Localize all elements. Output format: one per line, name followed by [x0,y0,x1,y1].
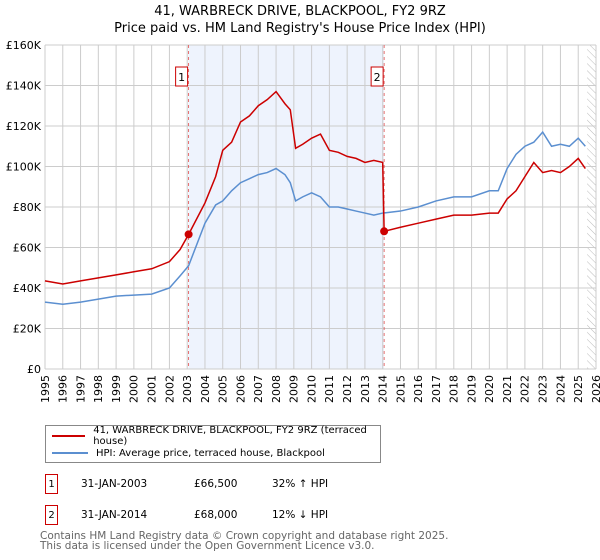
sale-badge-label: 2 [374,71,381,84]
x-tick-label: 2008 [270,375,283,403]
transaction-hpi: 32% ↑ HPI [272,478,329,490]
legend-item-property: 41, WARBRECK DRIVE, BLACKPOOL, FY2 9RZ (… [52,425,380,447]
x-tick-label: 2022 [519,375,532,403]
x-tick-label: 2000 [128,375,141,403]
x-tick-label: 2014 [377,375,390,403]
x-tick-label: 2012 [341,375,354,403]
x-tick-label: 2023 [537,375,550,403]
sale-badge [175,66,189,87]
legend-swatch-blue [52,452,88,454]
x-tick-label: 2005 [217,375,230,403]
y-tick-label: £40K [13,282,42,295]
x-tick-label: 2011 [323,375,336,403]
y-tick-label: £0 [27,363,41,376]
footer-line: This data is licensed under the Open Gov… [40,540,375,552]
plot-area: 1995 1996 1997 1998 1999 2000 2001 2002 2003 2004… [6,39,600,403]
transaction-row: 2 31-JAN-2014 £68,000 12% ↓ HPI [45,505,328,525]
x-tick-label: 1999 [110,375,123,403]
y-tick-label: £100K [6,161,42,174]
x-tick-label: 2021 [501,375,514,403]
series-line [44,90,586,285]
y-tick-label: £20K [13,323,42,336]
transaction-badge: 1 [45,474,58,494]
x-tick-label: 1996 [57,375,70,403]
transaction-date: 31-JAN-2014 [81,509,148,521]
transaction-price: £66,500 [194,478,238,490]
y-tick-label: £140K [6,80,42,93]
x-tick-label: 2019 [465,375,478,403]
x-tick-label: 2006 [234,375,247,403]
x-tick-label: 2010 [305,375,318,403]
x-tick-label: 2002 [163,375,176,403]
y-tick-label: £160K [6,39,42,52]
y-tick-label: £80K [13,201,42,214]
x-tick-label: 2009 [288,375,301,403]
x-tick-label: 2026 [590,375,600,403]
x-tick-label: 2003 [181,375,194,403]
chart-title: 41, WARBRECK DRIVE, BLACKPOOL, FY2 9RZ [154,4,446,19]
transaction-row: 1 31-JAN-2003 £66,500 32% ↑ HPI [45,474,328,494]
transaction-badge: 2 [45,505,58,525]
x-tick-label: 2004 [199,375,212,403]
legend-swatch-red [52,435,86,437]
footer-line: Contains HM Land Registry data © Crown c… [40,530,449,542]
sale-badge-label: 1 [178,71,185,84]
sale-badge [370,66,384,87]
transaction-price: £68,000 [194,509,238,521]
x-tick-label: 1998 [92,375,105,403]
y-tick-label: £120K [6,120,42,133]
transaction-hpi: 12% ↓ HPI [272,509,329,521]
x-tick-label: 2016 [412,375,425,403]
footer: Contains HM Land Registry data © Crown c… [40,530,449,552]
series-line [44,130,586,305]
x-tick-label: 2007 [252,375,265,403]
sale-point [184,230,193,239]
x-tick-label: 1997 [74,375,87,403]
x-tick-label: 2013 [359,375,372,403]
legend: 41, WARBRECK DRIVE, BLACKPOOL, FY2 9RZ (… [45,425,381,463]
transaction-date: 31-JAN-2003 [81,478,148,490]
x-tick-label: 2001 [145,375,158,403]
legend-item-hpi: HPI: Average price, terraced house, Blac… [52,446,325,460]
x-tick-label: 1995 [39,375,52,403]
legend-label: 41, WARBRECK DRIVE, BLACKPOOL, FY2 9RZ (… [93,425,367,447]
chart-subtitle: Price paid vs. HM Land Registry's House … [114,21,486,36]
sale-point [380,227,389,236]
x-tick-label: 2025 [572,375,585,403]
legend-label: HPI: Average price, terraced house, Blac… [96,447,325,459]
y-tick-label: £60K [13,242,42,255]
x-tick-label: 2020 [483,375,496,403]
x-tick-label: 2024 [554,375,567,403]
x-tick-label: 2017 [430,375,443,403]
x-tick-label: 2018 [448,375,461,403]
x-tick-label: 2015 [394,375,407,403]
